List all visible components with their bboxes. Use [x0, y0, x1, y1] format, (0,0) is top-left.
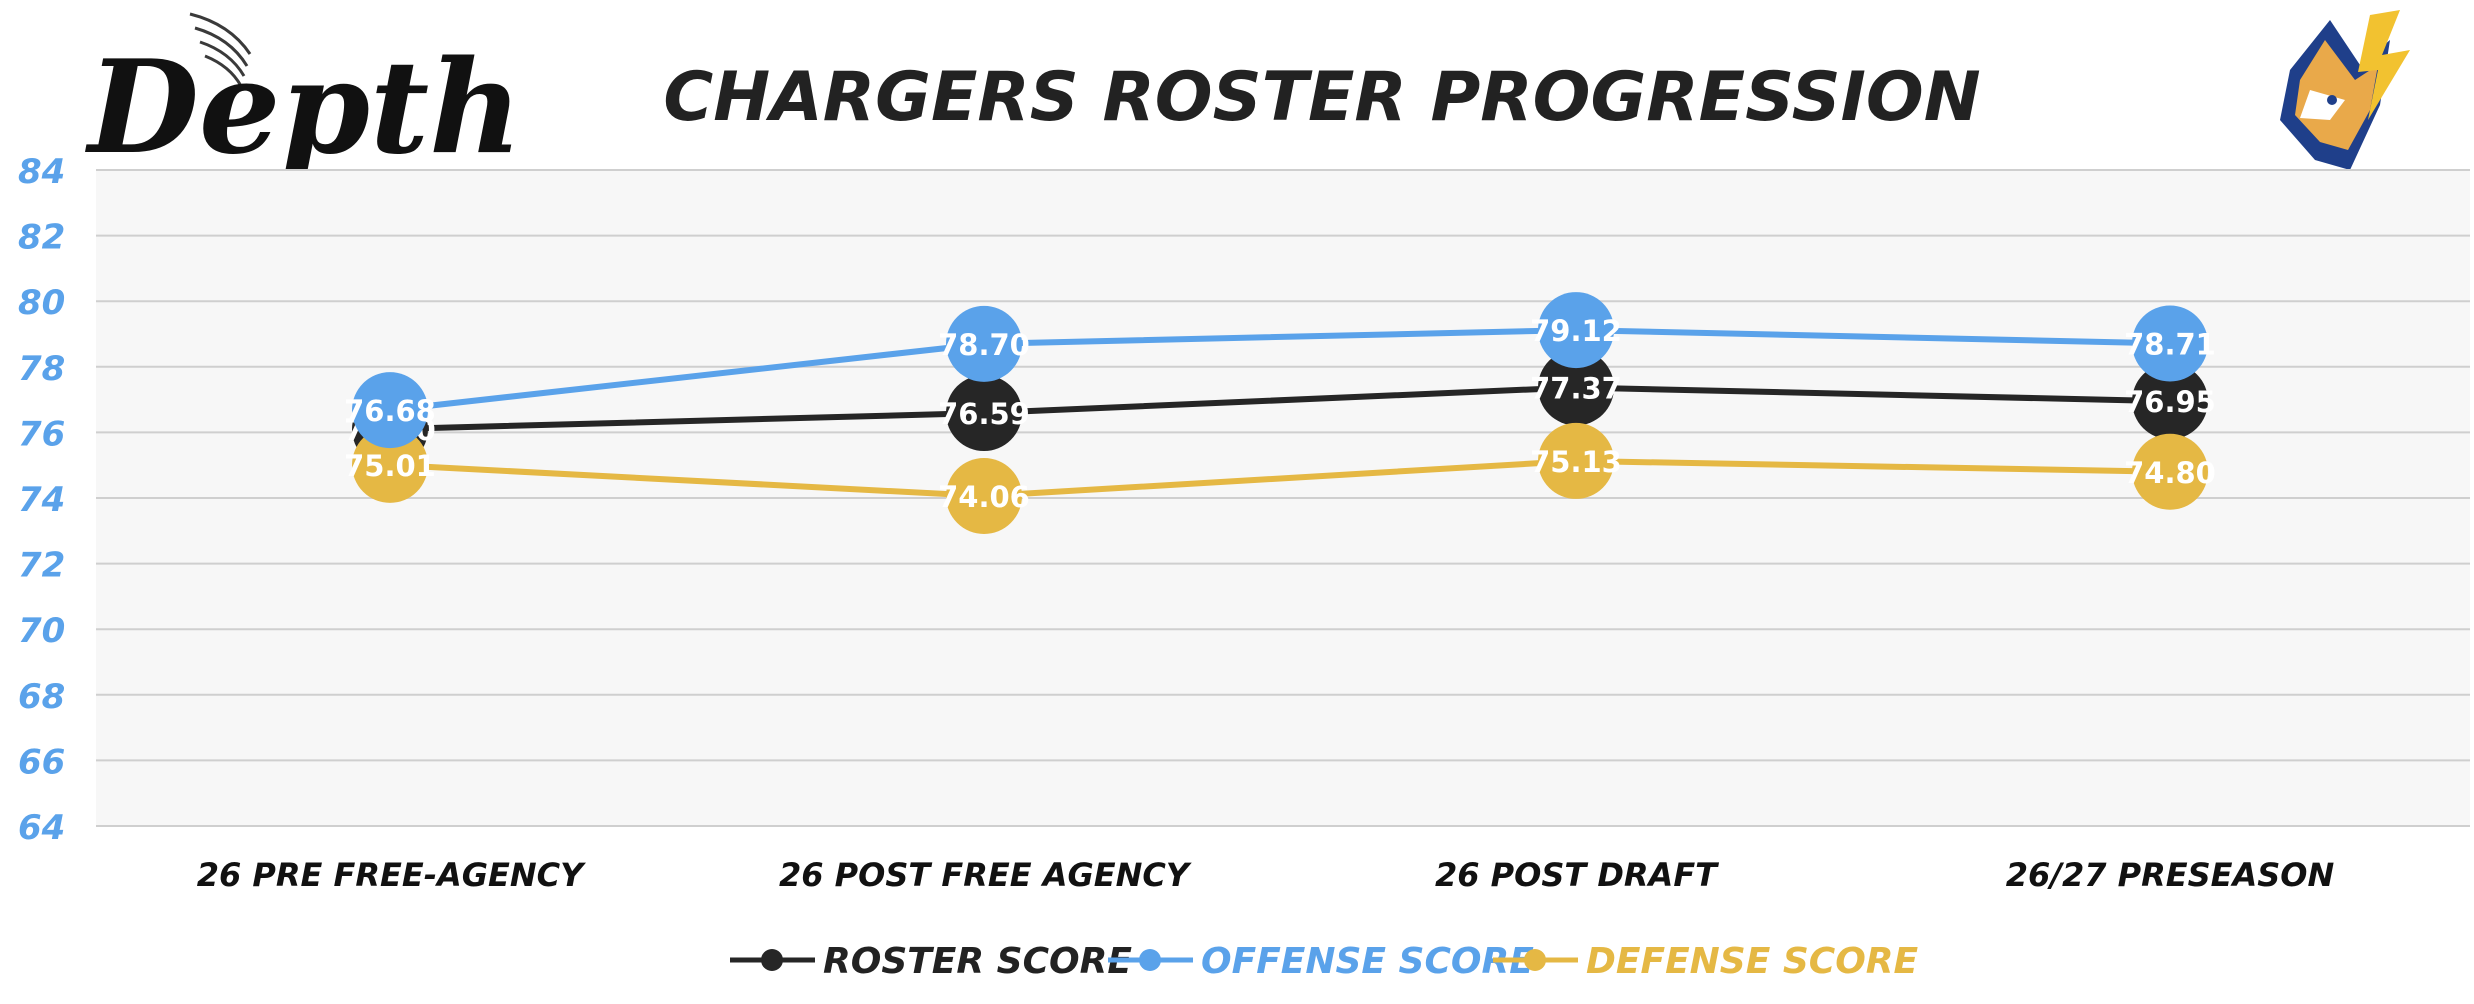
x-tick-label: 26 POST FREE AGENCY: [779, 856, 1192, 894]
data-point: [1538, 349, 1614, 426]
legend-item-defense: DEFENSE SCORE: [1493, 941, 1919, 982]
y-tick-label: 70: [18, 611, 65, 651]
data-label: 78.70: [938, 328, 1030, 362]
legend-label-roster: ROSTER SCORE: [823, 941, 1132, 982]
series-lines: [389, 327, 2171, 500]
depth-logo: Depth: [85, 12, 522, 183]
y-tick-label: 74: [18, 480, 65, 520]
x-axis-ticks: 26 PRE FREE-AGENCY 26 POST FREE AGENCY 26 …: [197, 856, 2335, 894]
y-tick-label: 64: [18, 808, 65, 848]
data-label: 76.59: [938, 397, 1030, 431]
x-tick-label: 26 POST DRAFT: [1435, 856, 1719, 894]
data-point: [352, 426, 428, 503]
y-axis-ticks: 64 66 68 70 72 74 76 78 80 82 84: [18, 152, 65, 848]
data-label: 76.95: [2124, 385, 2216, 419]
data-point: [946, 458, 1022, 535]
legend-label-defense: DEFENSE SCORE: [1586, 941, 1919, 982]
data-point: [946, 375, 1022, 452]
data-point: [2132, 305, 2208, 382]
data-points: 76.1076.5977.3776.9575.0174.0675.1374.80…: [344, 292, 2216, 535]
data-label: 79.12: [1530, 314, 1622, 348]
data-point: [2132, 433, 2208, 510]
data-point: [946, 305, 1022, 382]
y-tick-label: 72: [18, 546, 65, 586]
data-label: 75.13: [1530, 445, 1622, 479]
series-line-1: [389, 327, 2171, 414]
data-label: 77.37: [1530, 371, 1622, 405]
data-label: 74.06: [938, 480, 1030, 514]
legend-label-offense: OFFENSE SCORE: [1201, 941, 1534, 982]
data-point: [352, 372, 428, 449]
y-tick-label: 66: [18, 742, 65, 782]
baseball-stitches-icon: [189, 12, 252, 87]
y-tick-label: 82: [18, 218, 65, 258]
y-tick-label: 78: [18, 349, 65, 389]
y-tick-label: 80: [18, 283, 65, 323]
data-label: 74.80: [2124, 456, 2216, 490]
legend-item-roster: ROSTER SCORE: [730, 941, 1132, 982]
depth-logo-text: Depth: [85, 33, 522, 183]
x-tick-label: 26/27 PRESEASON: [2006, 856, 2335, 894]
y-tick-label: 68: [18, 677, 65, 717]
wolf-lightning-logo-icon: [2280, 10, 2410, 170]
legend: ROSTER SCORE OFFENSE SCORE DEFENSE SCORE: [730, 941, 1919, 982]
series-line-2: [389, 457, 2171, 500]
y-tick-label: 84: [18, 152, 65, 192]
data-label: 76.68: [344, 394, 436, 428]
data-point: [1538, 422, 1614, 499]
data-label: 75.01: [344, 449, 436, 483]
data-label: 78.71: [2124, 328, 2216, 362]
series-line-0: [389, 384, 2171, 433]
y-tick-label: 76: [18, 414, 65, 454]
data-point: [1538, 292, 1614, 369]
data-point: [2132, 363, 2208, 440]
legend-item-offense: OFFENSE SCORE: [1108, 941, 1534, 982]
gridlines: [96, 169, 2470, 827]
x-tick-label: 26 PRE FREE-AGENCY: [197, 856, 586, 894]
chart-title: CHARGERS ROSTER PROGRESSION: [663, 58, 1980, 137]
